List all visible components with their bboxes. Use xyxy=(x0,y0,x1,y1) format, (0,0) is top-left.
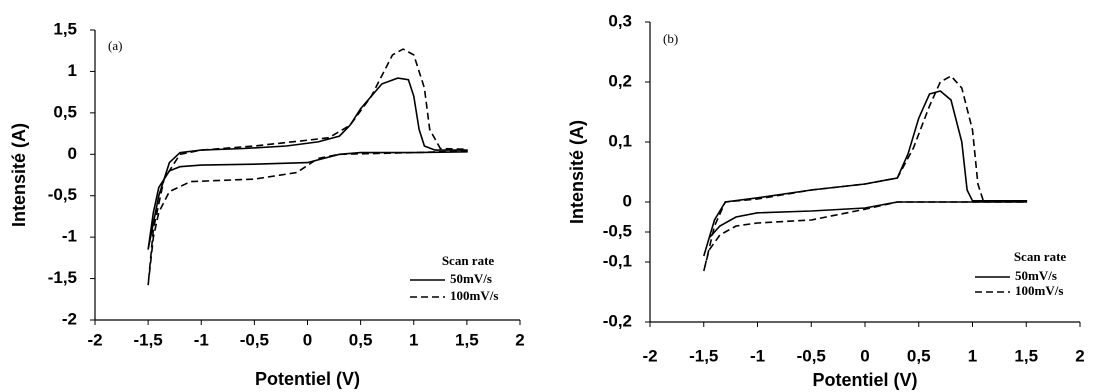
x-tick-label: -0,5 xyxy=(797,346,826,365)
x-tick-label: -1 xyxy=(750,346,765,365)
y-axis-label: Intensité (A) xyxy=(567,120,587,224)
x-tick-label: -1,5 xyxy=(689,346,718,365)
y-tick-label: 0,2 xyxy=(608,71,632,90)
x-tick-label: 2 xyxy=(1075,346,1084,365)
panel-label: (b) xyxy=(663,31,678,46)
y-tick-label: -0,5 xyxy=(603,221,632,240)
y-tick-label: 0 xyxy=(68,144,77,163)
x-tick-label: 0 xyxy=(860,346,869,365)
x-axis-label: Potentiel (V) xyxy=(255,369,360,389)
x-tick-label: -1 xyxy=(194,330,209,349)
cv-curve xyxy=(147,77,468,250)
y-tick-label: -0,5 xyxy=(48,185,77,204)
y-tick-label: 0,3 xyxy=(608,11,632,30)
x-tick-label: -0,5 xyxy=(240,330,269,349)
x-tick-label: -2 xyxy=(642,346,657,365)
x-tick-label: 0,5 xyxy=(907,346,931,365)
legend-label: 50mV/s xyxy=(450,271,492,286)
x-tick-label: 0,5 xyxy=(349,330,373,349)
legend-title: Scan rate xyxy=(442,253,495,268)
y-tick-label: 0,1 xyxy=(608,131,632,150)
legend-label: 100mV/s xyxy=(1015,283,1063,298)
y-axis-label: Intensité (A) xyxy=(9,123,29,227)
y-tick-label: -1,5 xyxy=(48,268,77,287)
x-tick-label: 1,5 xyxy=(1014,346,1038,365)
legend-title: Scan rate xyxy=(1014,249,1067,264)
y-tick-label: -0,1 xyxy=(603,251,632,270)
x-tick-label: -1,5 xyxy=(133,330,162,349)
cv-curve xyxy=(147,48,468,286)
x-axis-label: Potentiel (V) xyxy=(812,370,917,390)
cv-curve xyxy=(703,90,1028,257)
legend-label: 100mV/s xyxy=(450,288,498,303)
x-tick-label: 1 xyxy=(409,330,418,349)
y-tick-label: 0 xyxy=(623,191,632,210)
y-tick-label: 1,5 xyxy=(53,19,77,38)
cv-curve xyxy=(703,74,1028,272)
y-tick-label: -1 xyxy=(62,227,77,246)
x-tick-label: -2 xyxy=(87,330,102,349)
legend-label: 50mV/s xyxy=(1015,268,1057,283)
x-tick-label: 1,5 xyxy=(455,330,479,349)
y-tick-label: 0,5 xyxy=(53,102,77,121)
y-tick-label: -2 xyxy=(62,309,77,328)
y-tick-label: 1 xyxy=(68,61,77,80)
x-tick-label: 0 xyxy=(303,330,312,349)
y-tick-label: -0,2 xyxy=(603,311,632,330)
x-tick-label: 1 xyxy=(968,346,977,365)
x-tick-label: 2 xyxy=(515,330,524,349)
panel-label: (a) xyxy=(108,38,122,53)
